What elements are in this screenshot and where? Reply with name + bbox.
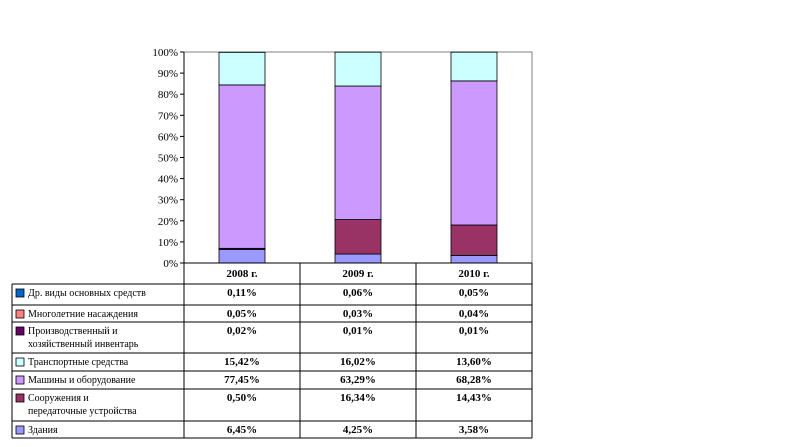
bar-segment <box>218 84 266 249</box>
bar-segment <box>218 51 266 86</box>
data-label: 0,04% <box>459 308 489 320</box>
y-tick-label: 30% <box>158 195 178 207</box>
bar-segment <box>334 219 382 255</box>
bar-segment <box>218 248 266 264</box>
data-label: 68,28% <box>456 374 492 386</box>
category-label: 2010 г. <box>458 268 490 280</box>
data-table: 2008 г. 2009 г. 2010 г. Др. виды основных с… <box>11 262 533 439</box>
bar-segment <box>334 253 382 264</box>
data-label: 77,45% <box>224 374 260 386</box>
y-tick-label: 70% <box>158 110 178 122</box>
data-label: 0,05% <box>227 308 257 320</box>
legend-swatch <box>15 375 25 385</box>
bars <box>218 51 498 264</box>
data-label: 3,58% <box>459 424 489 436</box>
bar-segment <box>334 85 382 220</box>
legend-entry: Сооружения и передаточные устройства <box>28 393 137 417</box>
bar-segment <box>334 51 382 87</box>
category-label: 2009 г. <box>342 268 374 280</box>
y-tick-label: 10% <box>158 237 178 249</box>
y-tick-label: 0% <box>163 258 178 270</box>
legend-swatch <box>15 309 25 319</box>
legend-entry: Многолетние насаждения <box>28 309 138 320</box>
y-tick-label: 40% <box>158 174 178 186</box>
data-label: 0,03% <box>343 308 373 320</box>
data-label: 0,11% <box>227 287 257 299</box>
bar-segment <box>450 255 498 264</box>
data-label: 14,43% <box>456 392 492 404</box>
legend-entry: Здания <box>28 425 58 436</box>
data-label: 0,01% <box>343 325 373 337</box>
legend-swatch <box>15 393 25 403</box>
bar-segment <box>450 224 498 256</box>
y-tick-label: 20% <box>158 216 178 228</box>
y-axis: 0% 10% 20% 30% 40% 50% 60% 70% 80% 90% 100% <box>152 47 185 270</box>
bar-segment <box>450 80 498 226</box>
data-label: 0,06% <box>343 287 373 299</box>
y-tick-label: 60% <box>158 131 178 143</box>
data-label: 13,60% <box>456 356 492 368</box>
legend-entry: Машины и оборудование <box>28 375 136 386</box>
legend-swatch <box>15 326 25 336</box>
data-label: 16,02% <box>340 356 376 368</box>
legend-entry: Транспортные средства <box>28 357 129 368</box>
data-label: 6,45% <box>227 424 257 436</box>
data-label: 15,42% <box>224 356 260 368</box>
data-label: 4,25% <box>343 424 373 436</box>
y-tick-label: 90% <box>158 68 178 80</box>
legend-swatch <box>15 425 25 435</box>
data-label: 0,01% <box>459 325 489 337</box>
bar-segment <box>450 51 498 82</box>
legend-entry: Производственный и хозяйственный инвентар… <box>28 326 139 350</box>
legend-entry: Др. виды основных средств <box>28 288 146 299</box>
data-label: 0,02% <box>227 325 257 337</box>
y-tick-label: 80% <box>158 89 178 101</box>
data-label: 0,50% <box>227 392 257 404</box>
data-label: 63,29% <box>340 374 376 386</box>
data-label: 16,34% <box>340 392 376 404</box>
data-label: 0,05% <box>459 287 489 299</box>
legend-swatch <box>15 357 25 367</box>
legend-swatch <box>15 288 25 298</box>
category-label: 2008 г. <box>226 268 258 280</box>
y-tick-label: 100% <box>152 47 178 59</box>
y-tick-label: 50% <box>158 153 178 165</box>
